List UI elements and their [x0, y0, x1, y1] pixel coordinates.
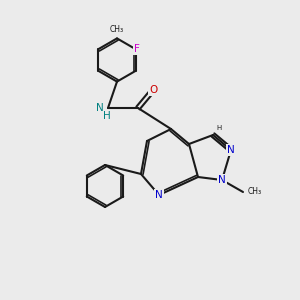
Text: N: N [96, 103, 104, 113]
Text: H: H [103, 111, 110, 122]
Text: N: N [155, 190, 163, 200]
Text: N: N [227, 145, 235, 155]
Text: F: F [134, 44, 140, 54]
Text: CH₃: CH₃ [110, 25, 124, 34]
Text: O: O [149, 85, 157, 95]
Text: CH₃: CH₃ [248, 188, 262, 196]
Text: H: H [216, 124, 221, 130]
Text: N: N [218, 175, 226, 185]
